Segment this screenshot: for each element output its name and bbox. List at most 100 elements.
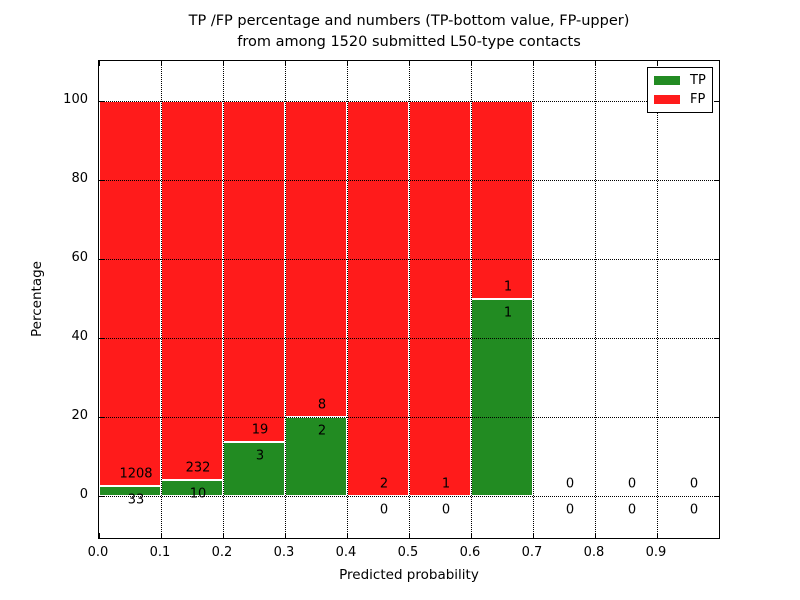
x-axis-tick: [471, 533, 472, 538]
chart-title-line2: from among 1520 submitted L50-type conta…: [237, 34, 581, 50]
y-axis-tick-right: [714, 179, 719, 181]
bar-segment-fp: [347, 100, 409, 497]
y-tick-label: 40: [71, 329, 88, 345]
tp-count-label: 3: [255, 448, 265, 464]
x-axis-tick-top: [657, 61, 658, 66]
bar-segment-fp: [223, 100, 285, 443]
fp-count-label: 19: [251, 422, 269, 438]
chart-title-line1: TP /FP percentage and numbers (TP-bottom…: [188, 13, 630, 29]
bar-segment-tp: [223, 442, 285, 497]
y-axis-tick-right: [714, 100, 719, 102]
chart-title: TP /FP percentage and numbers (TP-bottom…: [98, 11, 720, 53]
x-tick-label: 0.2: [211, 545, 233, 560]
gridline-vertical: [657, 61, 658, 538]
gridline-horizontal: [99, 417, 719, 419]
y-axis-label: Percentage: [29, 261, 45, 337]
tp-count-label: 10: [189, 486, 207, 502]
gridline-horizontal: [99, 100, 719, 102]
x-axis-tick-top: [409, 61, 410, 66]
x-tick-label: 0.0: [87, 545, 109, 560]
fp-count-label: 232: [185, 460, 211, 476]
legend: TP FP: [647, 67, 713, 113]
tp-count-label: 0: [689, 502, 699, 518]
fp-count-label: 0: [689, 476, 699, 492]
legend-entry-tp: TP: [654, 72, 706, 88]
x-axis-label: Predicted probability: [339, 567, 479, 583]
x-axis-tick: [223, 533, 224, 538]
gridline-horizontal: [99, 179, 719, 181]
x-tick-label: 0.9: [645, 545, 667, 560]
gridline-horizontal: [99, 338, 719, 340]
fp-count-label: 1: [503, 279, 513, 294]
y-tick-label: 80: [71, 170, 88, 186]
x-axis-tick-top: [533, 61, 534, 66]
x-axis-tick-top: [223, 61, 224, 66]
gridline-horizontal: [99, 258, 719, 260]
y-axis-tick-right: [714, 338, 719, 340]
gridline-horizontal: [99, 496, 719, 498]
tp-count-label: 33: [127, 492, 145, 508]
legend-label-tp: TP: [690, 72, 706, 88]
tp-count-label: 0: [379, 502, 389, 518]
gridline-vertical: [471, 61, 472, 538]
fp-count-label: 2: [379, 476, 389, 492]
x-tick-label: 0.4: [335, 545, 357, 560]
y-axis-tick: [99, 496, 104, 498]
legend-label-fp: FP: [690, 91, 706, 107]
bar-segment-tp: [471, 298, 533, 497]
x-tick-label: 0.5: [397, 545, 419, 560]
y-axis-tick-right: [714, 258, 719, 260]
tp-swatch-icon: [654, 76, 680, 85]
bar-segment-fp: [161, 100, 223, 480]
gridline-vertical: [161, 61, 162, 538]
gridline-vertical: [533, 61, 534, 538]
y-axis-tick: [99, 179, 104, 181]
fp-count-label: 8: [317, 397, 327, 413]
x-axis-tick-top: [285, 61, 286, 66]
y-axis-tick: [99, 417, 104, 419]
y-tick-label: 0: [79, 487, 88, 503]
x-tick-label: 0.6: [459, 545, 481, 560]
fp-count-label: 1: [441, 476, 451, 492]
y-axis-tick: [99, 258, 104, 260]
y-tick-label: 20: [71, 408, 88, 424]
y-tick-label: 60: [71, 249, 88, 265]
x-axis-tick-top: [595, 61, 596, 66]
plot-area: 1208 33 232 10 19 3 8 2 2 0 1 0 1 1 0 0 0 0 0 0 TP FP: [98, 60, 720, 539]
x-tick-label: 0.1: [149, 545, 171, 560]
bar-segment-fp: [409, 100, 471, 497]
x-tick-label: 0.7: [521, 545, 543, 560]
x-tick-label: 0.8: [583, 545, 605, 560]
gridline-vertical: [347, 61, 348, 538]
tp-count-label: 0: [565, 502, 575, 518]
x-axis-tick: [347, 533, 348, 538]
x-axis-tick: [533, 533, 534, 538]
x-tick-label: 0.3: [273, 545, 295, 560]
y-axis-tick-right: [714, 417, 719, 419]
tp-count-label: 0: [441, 502, 451, 518]
bar-segment-tp: [99, 485, 161, 497]
x-axis-tick: [595, 533, 596, 538]
fp-count-label: 0: [565, 476, 575, 492]
tp-count-label: 0: [627, 502, 637, 518]
bar-segment-tp: [285, 417, 347, 497]
fp-swatch-icon: [654, 95, 680, 104]
x-axis-tick-top: [161, 61, 162, 66]
tp-count-label: 2: [317, 423, 327, 439]
gridline-vertical: [595, 61, 596, 538]
fp-count-label: 1208: [119, 466, 153, 482]
bar-segment-fp: [285, 100, 347, 418]
x-axis-tick: [285, 533, 286, 538]
y-axis-tick-right: [714, 496, 719, 498]
tp-count-label: 1: [503, 305, 513, 320]
fp-count-label: 0: [627, 476, 637, 492]
gridline-vertical: [223, 61, 224, 538]
legend-entry-fp: FP: [654, 91, 706, 107]
gridline-vertical: [409, 61, 410, 538]
gridline-vertical: [285, 61, 286, 538]
bar-segment-fp: [99, 100, 161, 486]
y-tick-label: 100: [63, 91, 88, 107]
y-axis-tick: [99, 338, 104, 340]
x-axis-tick: [99, 533, 100, 538]
